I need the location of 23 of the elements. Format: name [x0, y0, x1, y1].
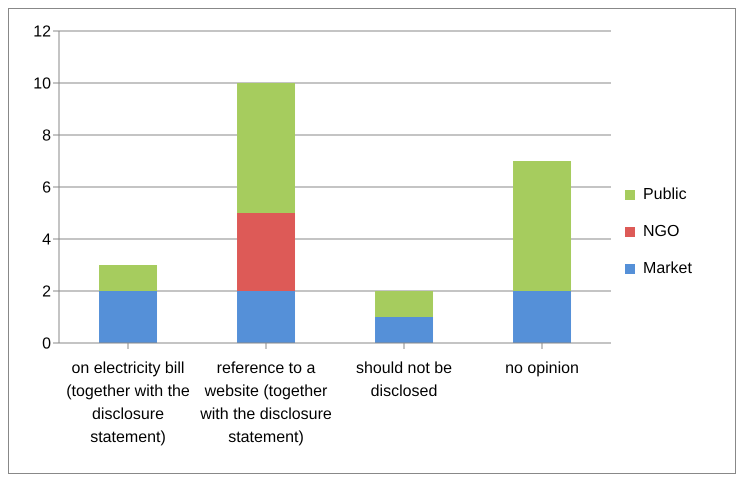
x-tick-label: no opinion [505, 360, 579, 377]
y-tick-label: 8 [42, 128, 52, 145]
bar [513, 161, 572, 291]
bar [237, 83, 296, 213]
y-tick-label: 4 [42, 232, 52, 249]
bar [513, 291, 572, 343]
bar [375, 291, 434, 317]
y-tick-label: 12 [33, 24, 52, 41]
bar [237, 291, 296, 343]
bar [99, 265, 158, 291]
bar [375, 317, 434, 343]
x-tick-label: on electricity bill (together with the disclosure statement) [66, 360, 190, 446]
y-tick-label: 0 [42, 336, 52, 353]
legend-label: Market [643, 260, 692, 278]
y-tick-label: 2 [42, 284, 52, 301]
legend-label: NGO [643, 222, 680, 240]
x-tick-label: reference to a website (together with the disclosure statement) [199, 360, 332, 446]
y-tick-label: 6 [42, 180, 52, 197]
legend-label: Public [643, 186, 687, 204]
bar [99, 291, 158, 343]
x-tick-label: should not be disclosed [356, 360, 452, 400]
bar [237, 213, 296, 291]
y-tick-label: 10 [33, 76, 52, 93]
